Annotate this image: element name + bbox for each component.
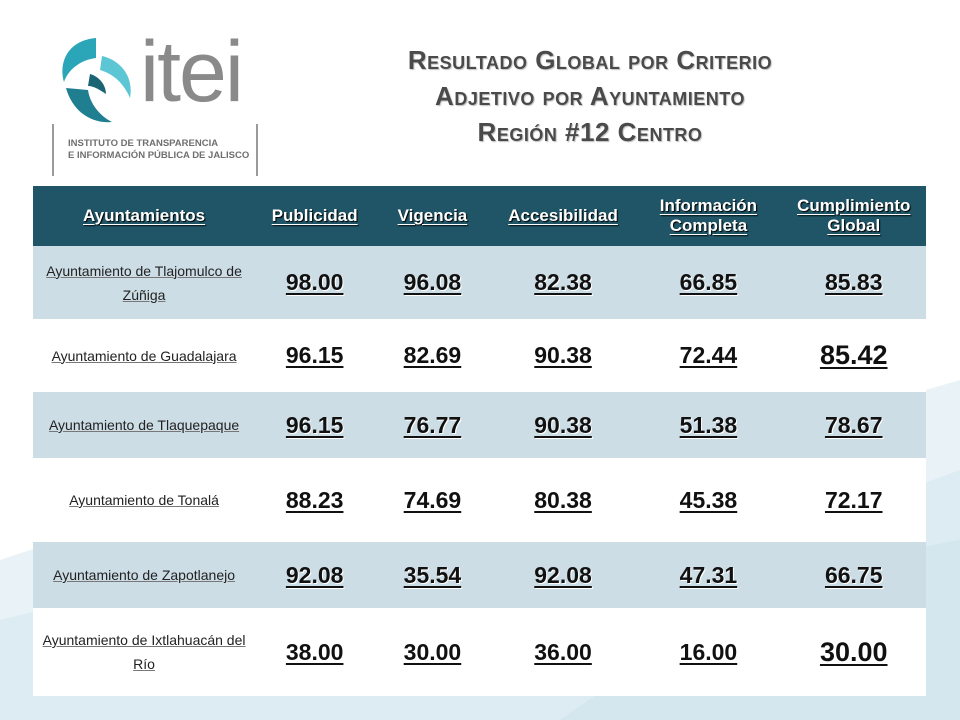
row-name: Ayuntamiento de Guadalajara [33, 319, 256, 392]
logo-subtitle-line-1: INSTITUTO DE TRANSPARENCIA [68, 138, 219, 149]
header-ayuntamientos: Ayuntamientos [33, 186, 256, 246]
row-name: Ayuntamiento de Tonalá [33, 458, 256, 542]
itei-logo: itei INSTITUTO DE TRANSPARENCIA E INFORM… [40, 22, 280, 176]
cell-informacion-completa: 51.38 [635, 392, 782, 458]
logo-subtitle-line-2: E INFORMACIÓN PÚBLICA DE JALISCO [68, 150, 250, 161]
cell-vigencia: 35.54 [374, 542, 491, 608]
row-name: Ayuntamiento de Tlaquepaque [33, 392, 256, 458]
cell-publicidad: 96.15 [255, 319, 375, 392]
cell-informacion-completa: 47.31 [635, 542, 782, 608]
page-title: Resultado Global por Criterio Adjetivo p… [300, 42, 880, 150]
cell-publicidad: 38.00 [255, 608, 375, 696]
header-informacion-completa: Información Completa [635, 186, 782, 246]
cell-informacion-completa: 66.85 [635, 246, 782, 319]
results-table: Ayuntamientos Publicidad Vigencia Accesi… [33, 186, 926, 696]
row-name: Ayuntamiento de Ixtlahuacán del Río [33, 608, 256, 696]
cell-cumplimiento-global: 85.83 [781, 246, 926, 319]
title-line-1: Resultado Global por Criterio [407, 45, 773, 75]
cell-publicidad: 96.15 [255, 392, 375, 458]
cell-vigencia: 82.69 [374, 319, 491, 392]
cell-publicidad: 88.23 [255, 458, 375, 542]
cell-vigencia: 30.00 [374, 608, 491, 696]
cell-vigencia: 74.69 [374, 458, 491, 542]
cell-cumplimiento-global: 30.00 [781, 608, 926, 696]
table-row: Ayuntamiento de Ixtlahuacán del Río 38.0… [33, 608, 926, 696]
cell-informacion-completa: 45.38 [635, 458, 782, 542]
table-row: Ayuntamiento de Zapotlanejo 92.08 35.54 … [33, 542, 926, 608]
logo-wordmark: itei [140, 24, 244, 120]
table-row: Ayuntamiento de Guadalajara 96.15 82.69 … [33, 319, 926, 392]
row-name: Ayuntamiento de Zapotlanejo [33, 542, 256, 608]
cell-accesibilidad: 82.38 [490, 246, 636, 319]
logo-subtitle: INSTITUTO DE TRANSPARENCIA E INFORMACIÓN… [52, 124, 258, 176]
logo-swirl-icon [62, 38, 131, 123]
cell-accesibilidad: 90.38 [490, 392, 636, 458]
cell-cumplimiento-global: 72.17 [781, 458, 926, 542]
cell-informacion-completa: 16.00 [635, 608, 782, 696]
cell-cumplimiento-global: 85.42 [781, 319, 926, 392]
cell-informacion-completa: 72.44 [635, 319, 782, 392]
title-line-3: Región #12 Centro [477, 117, 703, 147]
cell-accesibilidad: 90.38 [490, 319, 636, 392]
cell-accesibilidad: 36.00 [490, 608, 636, 696]
header-cumplimiento-global: Cumplimiento Global [781, 186, 926, 246]
cell-publicidad: 92.08 [255, 542, 375, 608]
header-accesibilidad: Accesibilidad [490, 186, 636, 246]
row-name: Ayuntamiento de Tlajomulco de Zúñiga [33, 246, 256, 319]
title-line-2: Adjetivo por Ayuntamiento [435, 81, 745, 111]
cell-accesibilidad: 80.38 [490, 458, 636, 542]
table-row: Ayuntamiento de Tonalá 88.23 74.69 80.38… [33, 458, 926, 542]
cell-vigencia: 76.77 [374, 392, 491, 458]
cell-accesibilidad: 92.08 [490, 542, 636, 608]
cell-vigencia: 96.08 [374, 246, 491, 319]
table-header-row: Ayuntamientos Publicidad Vigencia Accesi… [33, 186, 926, 246]
table-row: Ayuntamiento de Tlajomulco de Zúñiga 98.… [33, 246, 926, 319]
header-publicidad: Publicidad [255, 186, 375, 246]
table-row: Ayuntamiento de Tlaquepaque 96.15 76.77 … [33, 392, 926, 458]
cell-cumplimiento-global: 66.75 [781, 542, 926, 608]
cell-publicidad: 98.00 [255, 246, 375, 319]
cell-cumplimiento-global: 78.67 [781, 392, 926, 458]
header-vigencia: Vigencia [374, 186, 491, 246]
